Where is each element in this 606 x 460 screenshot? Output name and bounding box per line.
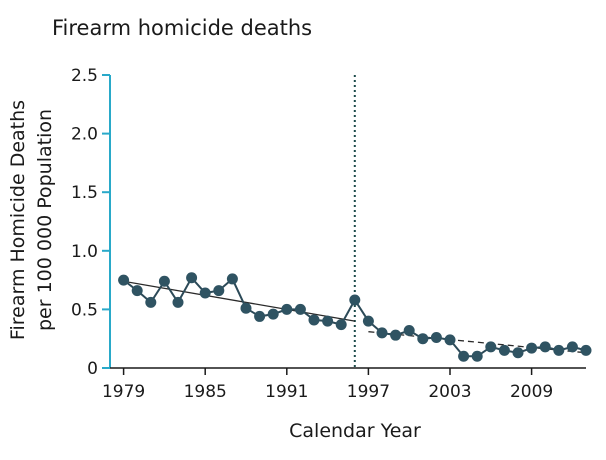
data-point bbox=[485, 341, 497, 353]
data-point bbox=[281, 303, 293, 315]
data-point bbox=[118, 274, 130, 286]
y-tick-label: 2.5 bbox=[71, 66, 98, 86]
x-axis-label: Calendar Year bbox=[289, 420, 421, 442]
trend-line-solid bbox=[123, 280, 355, 322]
data-point bbox=[240, 302, 252, 314]
y-tick-label: 0.5 bbox=[71, 300, 98, 320]
data-point bbox=[444, 334, 456, 346]
y-tick-label: 1.0 bbox=[71, 242, 98, 262]
data-point bbox=[267, 308, 279, 320]
data-point bbox=[145, 296, 157, 308]
data-point bbox=[390, 329, 402, 341]
x-tick-label: 2003 bbox=[428, 382, 471, 402]
data-point bbox=[199, 287, 211, 299]
series-line bbox=[122, 276, 587, 358]
data-point bbox=[335, 319, 347, 331]
data-point bbox=[322, 315, 334, 327]
y-tick-label: 0 bbox=[87, 359, 98, 379]
data-point bbox=[294, 303, 306, 315]
data-point bbox=[349, 294, 361, 306]
chart-title: Firearm homicide deaths bbox=[52, 16, 312, 40]
data-point bbox=[458, 350, 470, 362]
data-point bbox=[553, 344, 565, 356]
data-point bbox=[512, 347, 524, 359]
data-point bbox=[131, 285, 143, 297]
x-tick-label: 1997 bbox=[347, 382, 390, 402]
data-point bbox=[226, 273, 238, 285]
data-point bbox=[158, 275, 170, 287]
data-point bbox=[526, 342, 538, 354]
data-point bbox=[376, 327, 388, 339]
x-tick-label: 2009 bbox=[510, 382, 553, 402]
y-axis-label-line-1: Firearm Homicide Deaths bbox=[7, 100, 29, 340]
y-tick-label: 1.5 bbox=[71, 183, 98, 203]
data-point bbox=[213, 285, 225, 297]
data-point bbox=[430, 332, 442, 344]
data-point bbox=[566, 341, 578, 353]
data-point bbox=[471, 350, 483, 362]
data-point bbox=[417, 333, 429, 345]
plot-area: 0 0.5 1.0 1.5 2.0 2.5 1979 1985 1991 1997 2003 2009 bbox=[71, 66, 592, 402]
data-point bbox=[362, 315, 374, 327]
data-point bbox=[580, 344, 592, 356]
data-point bbox=[403, 324, 415, 336]
data-point bbox=[498, 344, 510, 356]
data-point bbox=[186, 272, 198, 284]
data-point bbox=[539, 341, 551, 353]
data-point bbox=[254, 310, 266, 322]
data-point bbox=[308, 314, 320, 326]
x-tick-label: 1991 bbox=[265, 382, 308, 402]
x-tick-label: 1979 bbox=[102, 382, 145, 402]
y-axis-label-line-2: per 100 000 Population bbox=[34, 109, 56, 331]
x-tick-label: 1985 bbox=[184, 382, 227, 402]
y-tick-label: 2.0 bbox=[71, 125, 98, 145]
data-point bbox=[172, 296, 184, 308]
